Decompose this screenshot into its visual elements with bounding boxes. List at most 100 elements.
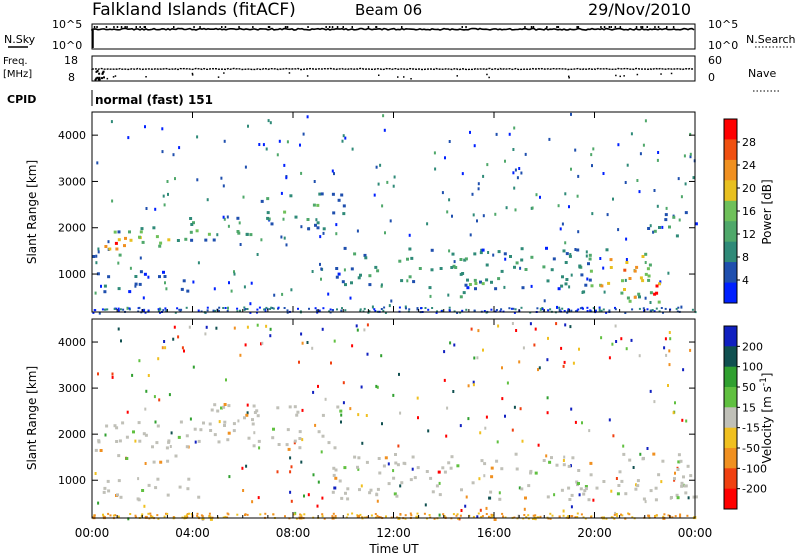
scatter-cell [383,128,386,132]
scatter-cell [497,324,500,328]
scatter-cell [92,311,95,314]
scatter-cell [300,514,303,517]
data-cell [134,282,138,286]
data-cell [524,496,527,500]
scatter-cell [455,514,458,517]
scatter-cell [438,481,441,485]
scatter-cell [472,213,475,217]
scatter-cell [218,309,220,312]
power-panel: 1000 2000 3000 4000 Slant Range [km] 4 8 12 16… [25,111,774,315]
scatter-cell [668,349,671,353]
data-cell [620,479,624,483]
scatter-cell [273,293,276,297]
scatter-cell [611,342,614,346]
scatter-cell [648,514,651,517]
scatter-cell [301,438,304,442]
scatter-cell [494,212,497,216]
data-cell [105,424,109,428]
scatter-cell [477,182,480,186]
data-cell [334,468,338,472]
data-cell [494,287,498,291]
scatter-cell [269,121,272,125]
scatter-cell [602,308,605,311]
data-cell [249,233,253,237]
data-cell [176,239,180,242]
scatter-cell [483,310,486,312]
scatter-cell [632,466,635,469]
scatter-cell [320,277,322,281]
scatter-cell [563,310,566,312]
scatter-cell [534,514,537,517]
data-cell [545,246,548,250]
scatter-cell [448,249,451,253]
data-cell [521,286,525,290]
data-cell [331,490,335,494]
data-cell [617,484,621,487]
data-cell [359,273,362,277]
data-cell [369,488,373,492]
scatter-cell [359,309,362,312]
data-cell [337,198,341,202]
scatter-cell [694,311,697,314]
data-cell [644,252,648,256]
scatter-cell [222,215,225,219]
scatter-cell [159,308,162,311]
data-cell [607,281,611,285]
scatter-cell [363,328,366,332]
scatter-cell [638,190,641,194]
scatter-cell [579,307,582,310]
data-cell [288,405,292,409]
colorbar-tick-label: 12 [742,228,756,241]
scatter-cell [574,248,577,251]
scatter-cell [453,260,456,264]
scatter-cell [458,517,461,521]
scatter-cell [570,505,573,509]
data-cell [314,223,317,227]
data-cell [641,279,645,283]
scatter-cell [654,515,657,518]
data-cell [312,203,316,207]
data-cell [344,283,347,287]
data-cell [121,421,125,425]
data-cell [555,463,559,467]
data-cell [524,268,528,271]
scatter-cell [322,231,325,235]
data-cell [393,492,397,496]
scatter-cell [561,222,564,226]
data-cell [677,460,681,464]
scatter-cell [600,309,603,312]
scatter-cell [665,206,668,210]
scatter-cell [527,514,530,517]
scatter-cell [652,230,655,234]
data-cell [138,439,142,443]
scatter-cell [588,429,591,433]
scatter-cell [470,327,473,331]
scatter-cell [614,306,616,309]
scatter-cell [613,517,616,520]
data-cell [493,518,497,521]
data-cell [595,486,599,490]
data-cell [189,230,193,234]
scatter-cell [111,199,114,203]
scatter-cell [473,144,476,148]
data-cell [271,436,275,440]
data-cell [490,475,494,479]
scatter-cell [612,197,614,201]
colorbar-tick-label: 8 [742,251,749,264]
data-cell [210,408,214,412]
data-cell [406,257,409,261]
scatter-cell [669,337,672,341]
scatter-cell [336,308,338,311]
scatter-cell [479,431,482,435]
data-cell [464,257,468,261]
scatter-cell [102,513,104,516]
data-cell [578,264,582,268]
data-cell [199,428,203,432]
scatter-cell [445,434,448,438]
scatter-cell [473,356,476,360]
data-cell [237,231,241,235]
data-cell [542,265,546,269]
data-cell [450,266,454,269]
data-cell [113,424,117,428]
scatter-cell [320,450,323,454]
